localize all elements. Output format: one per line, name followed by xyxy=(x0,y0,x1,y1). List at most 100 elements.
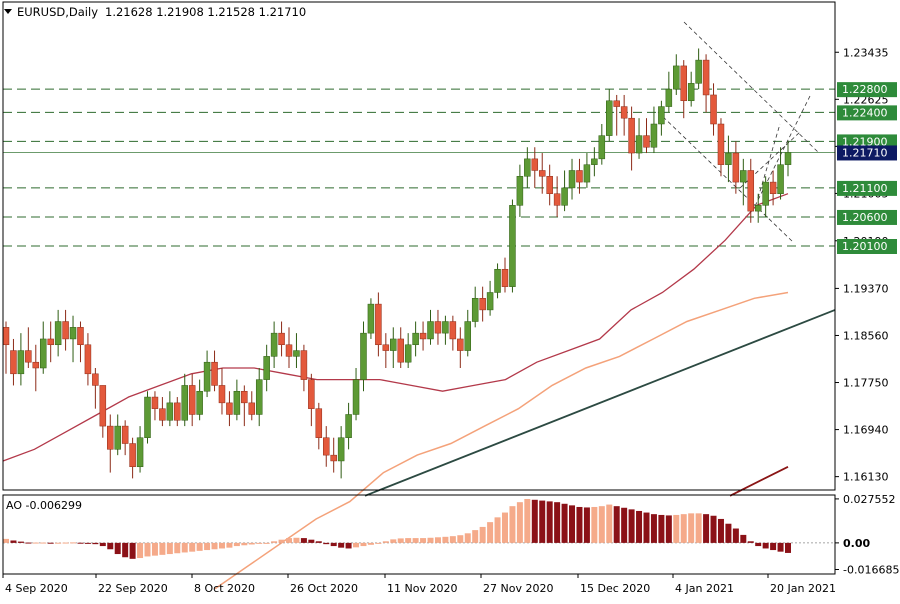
ao-bar xyxy=(17,541,24,543)
ao-bar xyxy=(174,542,181,554)
level-price-box xyxy=(837,82,897,98)
candle-body xyxy=(516,176,524,206)
ao-bar xyxy=(189,542,196,552)
ao-bar xyxy=(576,506,583,543)
candle-body xyxy=(531,158,539,171)
level-price-box xyxy=(837,239,897,254)
candle-body xyxy=(233,390,241,415)
candle-body xyxy=(32,361,40,369)
ao-bar xyxy=(315,541,322,543)
ao-tick-label: -0.016685 xyxy=(843,564,899,577)
ao-bar xyxy=(10,540,17,543)
candle-body xyxy=(680,65,687,102)
candle-body xyxy=(25,350,32,363)
ao-bar xyxy=(777,542,784,552)
candle-body xyxy=(635,135,643,154)
level-price-label: 1.21100 xyxy=(842,182,888,195)
ao-bar xyxy=(345,542,352,549)
ao-bar xyxy=(196,542,203,551)
ao-bar xyxy=(390,539,397,543)
candle-body xyxy=(92,373,99,386)
ao-bar xyxy=(211,542,218,550)
candle-body xyxy=(2,327,10,346)
menu-triangle-icon[interactable] xyxy=(4,9,12,14)
ao-bar xyxy=(487,522,494,543)
candle-body xyxy=(404,344,412,363)
ao-bar xyxy=(464,533,471,543)
level-price-label: 1.21900 xyxy=(842,135,888,148)
ao-bar xyxy=(3,538,9,543)
candle-body xyxy=(471,298,479,322)
candle-body xyxy=(747,170,755,212)
candle-body xyxy=(695,59,702,84)
ao-bar xyxy=(338,542,345,548)
ao-bar xyxy=(628,509,635,543)
candle-body xyxy=(725,152,732,165)
ao-bar xyxy=(665,515,672,543)
ao-bar xyxy=(680,514,687,543)
ao-bar xyxy=(107,542,114,550)
level-price-label: 1.20100 xyxy=(842,240,888,253)
ao-bar xyxy=(151,542,158,556)
ao-bar xyxy=(375,542,382,544)
ao-bar xyxy=(710,515,717,543)
ao-bar xyxy=(606,504,613,543)
candle-body xyxy=(77,327,84,346)
candle-body xyxy=(218,385,226,404)
ao-bar xyxy=(233,542,240,547)
candle-body xyxy=(650,123,658,148)
price-tick-label: 1.16940 xyxy=(843,424,889,437)
ao-bar xyxy=(524,498,531,543)
ao-bar xyxy=(412,538,419,543)
ao-bar xyxy=(263,542,270,544)
candle-body xyxy=(732,152,740,183)
ao-bar xyxy=(32,542,39,544)
candle-body xyxy=(54,321,62,346)
date-tick-label: 20 Jan 2021 xyxy=(770,582,836,595)
candle-body xyxy=(360,332,367,380)
ao-bar xyxy=(218,542,225,549)
ao-bar xyxy=(546,501,553,543)
ao-bar xyxy=(509,506,516,543)
ao-bar xyxy=(114,542,121,555)
price-tick-label: 1.16130 xyxy=(843,471,889,484)
candle-body xyxy=(255,379,263,415)
ao-bar xyxy=(472,530,479,543)
ao-bar xyxy=(25,542,32,544)
candle-body xyxy=(203,361,211,392)
ao-bar xyxy=(770,542,777,551)
ao-bar xyxy=(501,512,508,543)
candle-body xyxy=(524,158,531,177)
candle-body xyxy=(151,396,159,409)
ao-bar xyxy=(554,502,561,543)
ao-bar xyxy=(531,499,538,543)
ao-bar xyxy=(122,542,129,558)
ao-bar xyxy=(137,542,144,559)
date-tick-label: 15 Dec 2020 xyxy=(580,582,650,595)
candle-body xyxy=(702,59,710,96)
ao-bar xyxy=(732,528,739,543)
level-price-label: 1.22800 xyxy=(842,83,888,96)
ao-bar xyxy=(658,514,665,543)
ao-bar xyxy=(40,542,47,544)
ao-bar xyxy=(613,506,620,543)
ao-bar xyxy=(755,542,762,547)
candle-body xyxy=(390,338,397,351)
candle-body xyxy=(754,205,762,212)
ao-bar xyxy=(300,538,307,543)
level-price-box xyxy=(837,209,897,225)
candle-body xyxy=(39,338,47,369)
ao-bar xyxy=(166,542,173,555)
level-price-box xyxy=(837,180,897,196)
candle-body xyxy=(412,332,419,346)
channel-line xyxy=(757,123,781,199)
ao-bar xyxy=(703,514,710,543)
date-tick-label: 4 Jan 2021 xyxy=(675,582,734,595)
candle-body xyxy=(777,164,784,194)
candle-body xyxy=(107,425,114,450)
ao-bar xyxy=(144,542,151,557)
candle-body xyxy=(278,332,285,346)
candle-body xyxy=(382,344,390,351)
ema-red-line xyxy=(2,193,789,462)
ao-bar xyxy=(688,513,695,543)
